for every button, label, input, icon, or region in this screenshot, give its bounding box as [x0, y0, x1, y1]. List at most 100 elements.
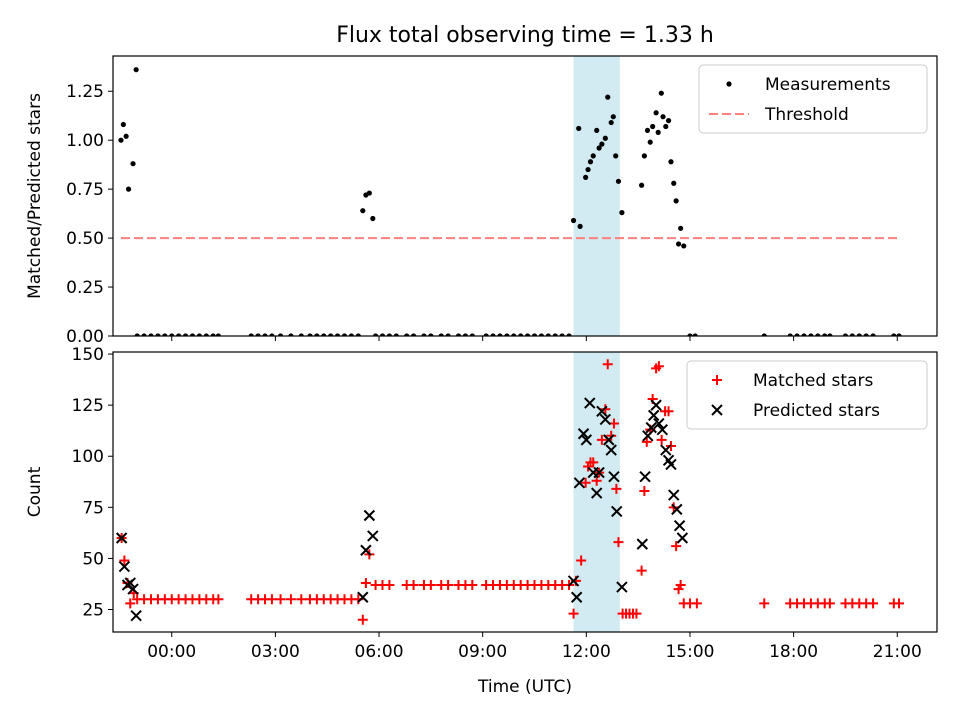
- measurements-point: [176, 333, 182, 336]
- y-tick-label: 50: [82, 549, 104, 569]
- measurements-point: [808, 333, 814, 336]
- measurements-point: [141, 333, 147, 336]
- measurements-point: [134, 333, 140, 336]
- measurements-point: [787, 333, 793, 336]
- measurements-point: [870, 333, 876, 336]
- x-tick-label: 21:00: [873, 642, 922, 662]
- measurements-point: [668, 159, 674, 165]
- matched-stars-point: [602, 359, 613, 370]
- predicted-stars-point: [360, 544, 372, 556]
- predicted-stars-point: [608, 470, 620, 483]
- measurements-point: [130, 161, 136, 167]
- matched-stars-point: [868, 598, 879, 609]
- measurements-point: [794, 333, 800, 336]
- measurements-point: [653, 110, 659, 116]
- measurements-point: [655, 129, 661, 135]
- measurements-point: [849, 333, 855, 336]
- predicted-stars-point: [656, 423, 669, 436]
- predicted-stars-point: [665, 458, 677, 471]
- matched-stars-point: [296, 594, 307, 605]
- matched-stars-point: [285, 594, 296, 605]
- measurements-point: [761, 333, 767, 336]
- matched-stars-point: [636, 565, 647, 576]
- measurements-point: [341, 333, 348, 336]
- measurements-point: [660, 114, 666, 120]
- predicted-stars-point: [584, 397, 596, 409]
- predicted-stars-point: [577, 428, 590, 440]
- measurements-point: [148, 333, 154, 336]
- measurements-point: [815, 333, 821, 336]
- x-tick-label: 09:00: [458, 642, 507, 662]
- measurements-point: [663, 123, 669, 130]
- measurements-point: [590, 153, 596, 159]
- predicted-stars-point: [673, 520, 686, 532]
- measurements-point: [673, 198, 679, 204]
- measurements-point: [307, 333, 313, 336]
- matched-stars-point: [384, 579, 395, 590]
- measurements-point: [524, 333, 531, 336]
- matched-stars-point: [639, 485, 650, 496]
- legend: Matched stars Predicted stars: [686, 360, 928, 430]
- y-tick-label: 150: [72, 345, 104, 365]
- predicted-stars-point: [115, 532, 128, 544]
- matched-stars-point: [656, 434, 667, 445]
- matched-stars-point: [606, 430, 617, 441]
- matched-stars-point: [580, 477, 591, 488]
- legend-measurements-swatch: [726, 81, 732, 87]
- matched-stars-point: [641, 436, 652, 447]
- measurements-point: [511, 333, 517, 336]
- matched-stars-point: [275, 594, 286, 605]
- measurements-point: [577, 223, 583, 229]
- predicted-stars-point: [603, 434, 615, 446]
- measurements-point: [328, 333, 334, 336]
- measurements-point: [665, 118, 672, 124]
- measurements-point: [552, 333, 558, 336]
- legend-box: [698, 64, 928, 134]
- measurements-point: [587, 159, 594, 165]
- measurements-point: [576, 125, 582, 132]
- measurements-point: [608, 119, 614, 126]
- x-axis-label: Time (UTC): [477, 677, 572, 697]
- matched-stars-point: [357, 614, 368, 625]
- measurements-point: [262, 333, 268, 336]
- predicted-stars-point: [567, 575, 580, 587]
- matched-stars-point: [408, 579, 419, 590]
- measurements-point: [348, 333, 354, 336]
- measurements-point: [215, 333, 221, 336]
- measurements-point: [675, 241, 682, 247]
- measurements-point: [596, 145, 602, 151]
- predicted-stars-point: [636, 538, 649, 550]
- matched-stars-point: [596, 434, 607, 445]
- measurements-point: [379, 333, 386, 336]
- measurements-point: [896, 333, 902, 336]
- predicted-stars-point: [590, 487, 603, 499]
- predicted-stars-point: [676, 532, 689, 544]
- measurements-point: [118, 137, 124, 143]
- measurements-point: [210, 333, 216, 336]
- measurements-point: [681, 243, 687, 249]
- predicted-stars-point: [668, 489, 680, 501]
- matched-stars-point: [467, 579, 478, 590]
- measurements-point: [583, 174, 589, 180]
- predicted-stars-point: [650, 399, 662, 411]
- matched-stars-point: [691, 598, 702, 609]
- y-tick-label: 0.00: [66, 327, 104, 347]
- measurements-point: [123, 133, 129, 139]
- matched-stars-point: [675, 579, 686, 590]
- predicted-stars-point: [647, 409, 660, 422]
- predicted-stars-point: [596, 405, 608, 417]
- measurements-point: [856, 333, 862, 336]
- measurements-point: [891, 333, 897, 336]
- measurements-point: [827, 333, 833, 336]
- measurements-point: [545, 333, 551, 336]
- y-tick-label: 0.75: [66, 180, 104, 200]
- measurements-point: [133, 67, 139, 73]
- measurements-point: [610, 114, 616, 120]
- measurements-point: [269, 333, 275, 336]
- measurements-point: [182, 333, 189, 336]
- predicted-stars-point: [639, 470, 651, 483]
- plot-area: [115, 359, 904, 625]
- predicted-stars-point: [599, 413, 612, 426]
- predicted-stars-point: [573, 477, 586, 489]
- matched-stars-point: [425, 579, 436, 590]
